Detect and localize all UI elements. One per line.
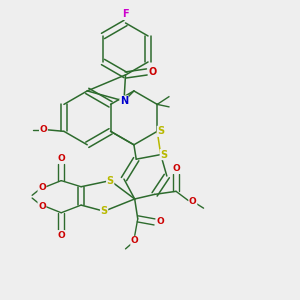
Text: S: S [160, 150, 167, 160]
Text: S: S [106, 176, 114, 186]
Text: O: O [57, 154, 65, 163]
Text: O: O [131, 236, 139, 245]
Text: S: S [157, 126, 164, 136]
Text: O: O [57, 231, 65, 240]
Text: O: O [156, 218, 164, 226]
Text: O: O [38, 183, 46, 192]
Text: O: O [40, 125, 47, 134]
Text: F: F [122, 9, 129, 20]
Text: N: N [120, 96, 128, 106]
Text: S: S [100, 206, 108, 216]
Text: O: O [172, 164, 180, 173]
Text: O: O [38, 202, 46, 211]
Text: O: O [148, 67, 157, 77]
Text: O: O [189, 197, 197, 206]
